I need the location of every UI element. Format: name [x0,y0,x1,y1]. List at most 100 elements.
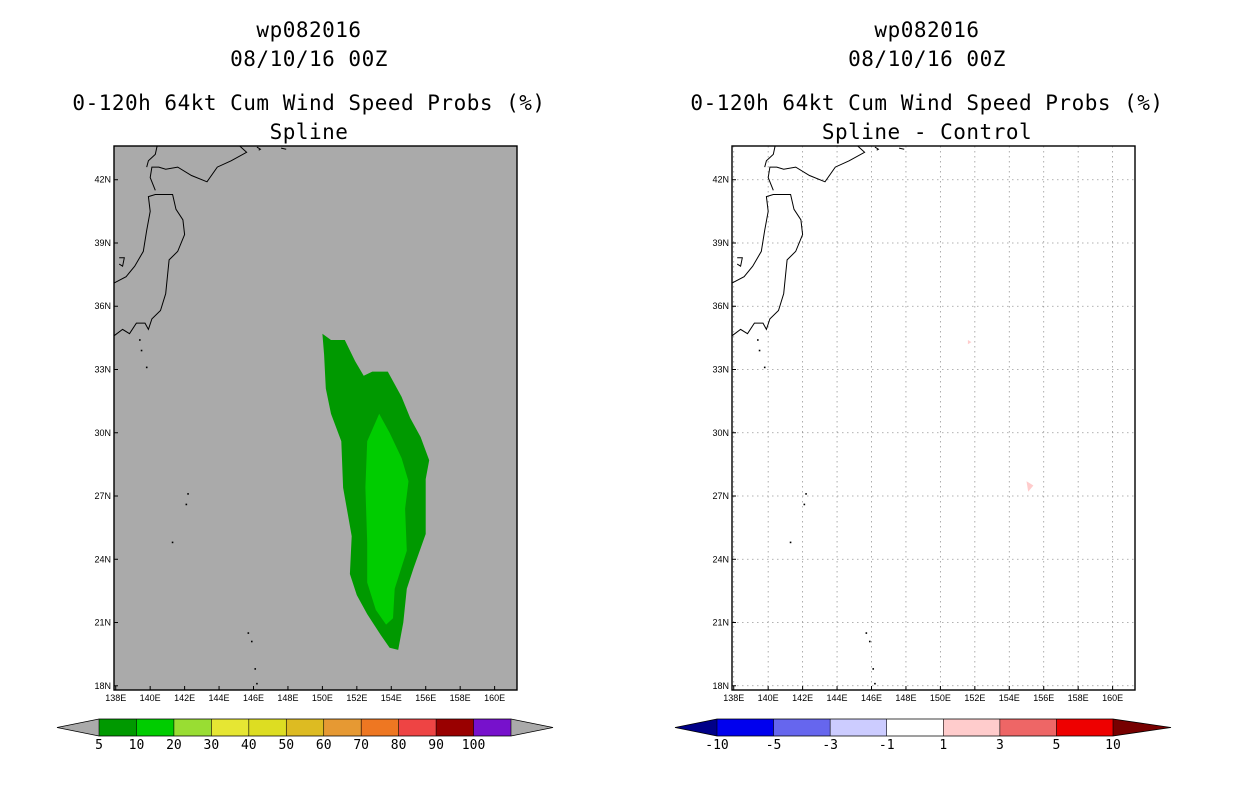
left-xtick-label: 154E [381,693,402,703]
right-xtick-label: 158E [1068,693,1089,703]
left-colorbar-extend-high [511,719,553,736]
left-colorbar-label: 20 [166,738,182,753]
left-colorbar-cell [286,719,325,736]
left-xtick-label: 156E [415,693,436,703]
right-colorbar-extend-low [675,719,717,736]
left-colorbar-cell [211,719,250,736]
right-island [789,541,792,544]
right-title-line4: Spline - Control [821,120,1033,144]
left-title-line3: 0-120h 64kt Cum Wind Speed Probs (%) [72,91,546,115]
right-contour-1-0 [1026,481,1034,492]
right-colorbar-cell [773,719,831,736]
left-colorbar-label: 60 [316,738,332,753]
left-xtick-label: 158E [450,693,471,703]
left-colorbar-cell [398,719,437,736]
right-xtick-label: 148E [895,693,916,703]
right-title-line3: 0-120h 64kt Cum Wind Speed Probs (%) [690,91,1164,115]
right-island [803,503,806,506]
left-xtick-label: 148E [277,693,298,703]
right-colorbar-extend-high [1113,719,1171,736]
right-xtick-label: 154E [999,693,1020,703]
left-island [187,493,189,495]
right-island [805,493,807,495]
right-colorbar-cell [999,719,1057,736]
right-map-background [732,146,1135,690]
left-map-content [114,146,430,685]
left-title-line4: Spline [269,120,349,144]
right-xtick-label: 152E [964,693,985,703]
left-colorbar-label: 50 [278,738,294,753]
left-ytick-label: 39N [94,238,111,248]
right-coastline-hokkaido [767,146,866,191]
right-colorbar-label: -10 [705,738,728,753]
right-colorbar-label: 5 [1053,738,1061,753]
left-xtick-label: 152E [346,693,367,703]
right-coastline-sado [736,257,743,268]
right-ytick-label: 39N [712,238,729,248]
left-ytick-label: 42N [94,175,111,185]
left-ytick-label: 24N [94,554,111,564]
right-map-panel: 138E 140E 142E 144E 146E 148E 150E 152E 154E 156E… [674,145,1172,753]
right-xtick-label: 146E [861,693,882,703]
left-map-background [114,146,517,690]
right-colorbar-label: -3 [822,738,838,753]
left-island [254,668,257,670]
left-xtick-label: 146E [243,693,264,703]
right-island [758,349,761,352]
left-island [250,640,253,643]
right-colorbar-label: -5 [766,738,782,753]
left-coastline-kuril2 [280,147,287,150]
left-colorbar-label: 5 [95,738,103,753]
left-ytick-label: 18N [94,681,111,691]
right-island [865,632,868,634]
right-ytick-label: 33N [712,365,729,375]
left-map-frame [113,145,518,691]
left-xtick-label: 138E [105,693,126,703]
right-colorbar-cell [943,719,1001,736]
left-coastline-kuril1 [256,146,262,151]
right-ytick-label: 18N [712,681,729,691]
right-map-frame [731,145,1136,691]
left-ytick-label: 36N [94,301,111,311]
left-xtick-label: 150E [312,693,333,703]
left-island [171,541,174,544]
left-colorbar-label: 30 [204,738,220,753]
right-island [868,640,871,643]
left-ytick-label: 30N [94,428,111,438]
right-xtick-label: 142E [792,693,813,703]
left-island [140,349,143,352]
right-colorbar-cell [1056,719,1114,736]
left-colorbar: 5 10 20 30 40 50 60 70 80 90 100 [56,718,554,753]
right-ytick-label: 21N [712,618,729,628]
right-xtick-label: 144E [827,693,848,703]
left-colorbar-label: 100 [462,738,485,753]
right-island [763,366,766,369]
right-island [757,339,759,341]
left-contour-10-1 [365,413,409,625]
left-colorbar-label: 80 [391,738,407,753]
left-coastline-hokkaido [149,146,248,191]
left-colorbar-cell [136,719,175,736]
right-island [872,668,875,670]
left-ytick-label: 33N [94,365,111,375]
right-coastline-hokk_left [764,146,776,168]
left-colorbar-cell [99,719,137,736]
left-coastline-hokk_left [146,146,158,168]
left-colorbar-label: 10 [129,738,145,753]
right-colorbar-label: 1 [939,738,947,753]
left-colorbar-cell [473,719,512,736]
left-xtick-label: 140E [140,693,161,703]
left-title-line1: wp082016 [256,18,362,42]
left-island [145,366,148,369]
right-colorbar-cell [886,719,944,736]
right-island [874,682,876,685]
left-xtick-label: 160E [484,693,505,703]
left-title-line2: 08/10/16 00Z [230,47,388,71]
left-colorbar-cell [248,719,287,736]
right-ytick-label: 30N [712,428,729,438]
right-colorbar-cell [830,719,888,736]
right-ytick-label: 36N [712,301,729,311]
right-colorbar-label: 10 [1105,738,1121,753]
right-title-line2: 08/10/16 00Z [848,47,1006,71]
